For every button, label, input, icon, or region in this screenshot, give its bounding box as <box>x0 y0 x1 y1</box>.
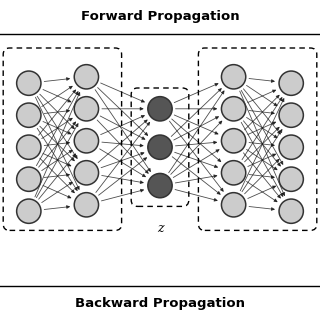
Circle shape <box>279 167 303 191</box>
Circle shape <box>221 97 246 121</box>
Circle shape <box>17 167 41 191</box>
Circle shape <box>17 199 41 223</box>
Circle shape <box>221 193 246 217</box>
Circle shape <box>148 97 172 121</box>
Circle shape <box>148 135 172 159</box>
Circle shape <box>279 71 303 95</box>
Text: z: z <box>157 222 163 236</box>
Circle shape <box>74 161 99 185</box>
Circle shape <box>148 173 172 198</box>
Circle shape <box>221 161 246 185</box>
Text: Backward Propagation: Backward Propagation <box>75 297 245 310</box>
Circle shape <box>17 135 41 159</box>
Circle shape <box>279 135 303 159</box>
Circle shape <box>221 129 246 153</box>
Circle shape <box>221 65 246 89</box>
Circle shape <box>74 97 99 121</box>
Circle shape <box>279 199 303 223</box>
Circle shape <box>74 193 99 217</box>
Circle shape <box>279 103 303 127</box>
Circle shape <box>74 129 99 153</box>
Text: Forward Propagation: Forward Propagation <box>81 10 239 23</box>
Circle shape <box>17 103 41 127</box>
Circle shape <box>17 71 41 95</box>
Circle shape <box>74 65 99 89</box>
